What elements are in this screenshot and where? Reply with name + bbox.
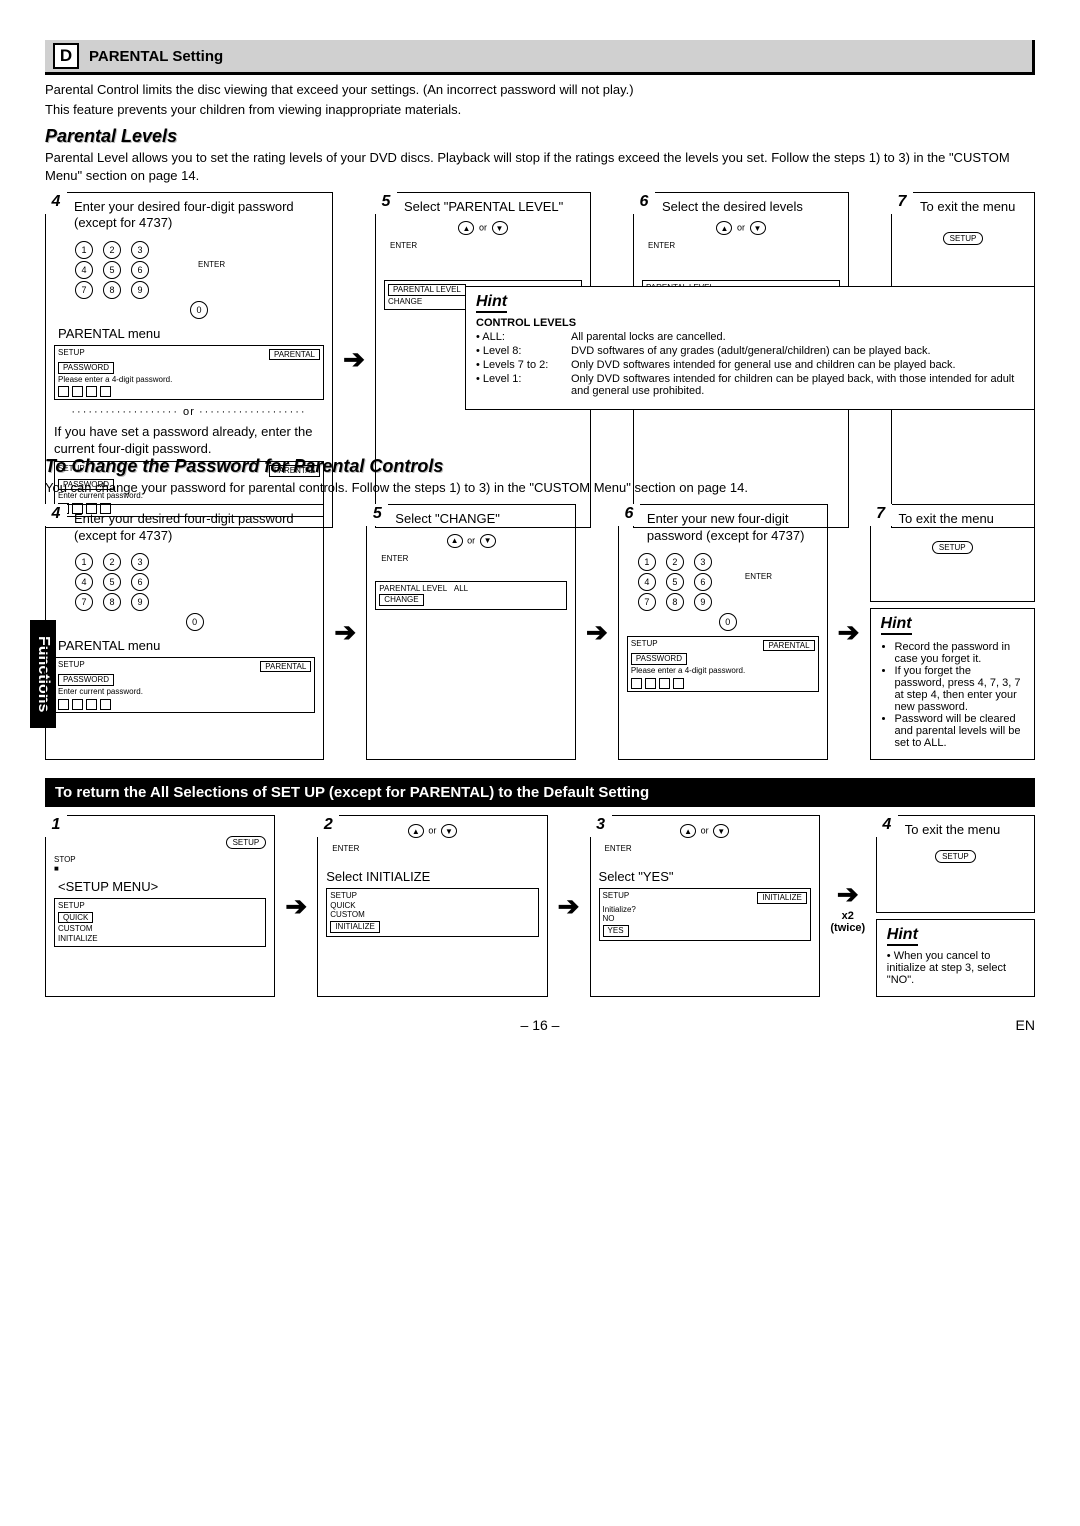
- hint-box-2: Hint Record the password in case you for…: [870, 608, 1035, 760]
- parental-menu-label: PARENTAL menu: [58, 326, 324, 341]
- parental-menu-screen: SETUPPARENTAL PASSWORD Please enter a 4-…: [54, 345, 324, 401]
- arrow-icon: ➔: [339, 192, 369, 528]
- keypad: 123 456ENTER 789 0: [74, 240, 324, 320]
- step-num: 6: [640, 193, 649, 210]
- arrow-icon: ➔: [281, 815, 311, 997]
- parental-levels-heading: Parental Levels: [45, 126, 1035, 147]
- control-levels-title: CONTROL LEVELS: [476, 317, 1024, 329]
- hint-box-1: Hint CONTROL LEVELS • ALL:All parental l…: [465, 286, 1035, 410]
- hint-box-3: Hint • When you cancel to initialize at …: [876, 919, 1035, 997]
- step-num: 7: [898, 193, 907, 210]
- control-levels-list: • ALL:All parental locks are cancelled. …: [476, 331, 1024, 397]
- section-letter: D: [53, 43, 79, 69]
- step-text: To exit the menu: [920, 199, 1026, 215]
- arrow-icon: ➔ x2 (twice): [826, 815, 870, 997]
- step-num: 4: [52, 193, 61, 210]
- step-4-box: 4 To exit the menu SETUP: [876, 815, 1035, 913]
- arrow-icon: ➔: [834, 504, 864, 760]
- step-6-box: 6 Enter your new four-digit password (ex…: [618, 504, 828, 760]
- arrow-icon: ➔: [330, 504, 360, 760]
- step-5-box: 5 Select "CHANGE" ▲ or ▼ ENTER PARENTAL …: [366, 504, 576, 760]
- step-1-box: 1 SETUP STOP■ <SETUP MENU> SETUP QUICK C…: [45, 815, 275, 997]
- page-lang: EN: [1016, 1017, 1035, 1033]
- step-text: Select "PARENTAL LEVEL": [404, 199, 582, 215]
- intro-line-2: This feature prevents your children from…: [45, 101, 1035, 119]
- section-header: D PARENTAL Setting: [45, 40, 1035, 75]
- arrow-icon: ➔: [582, 504, 612, 760]
- or-separator: or: [54, 406, 324, 418]
- alt-text: If you have set a password already, ente…: [54, 424, 324, 457]
- hint-title: Hint: [476, 293, 507, 313]
- steps-row-3: 1 SETUP STOP■ <SETUP MENU> SETUP QUICK C…: [45, 815, 1035, 997]
- intro-line-1: Parental Control limits the disc viewing…: [45, 81, 1035, 99]
- step-text: Enter your desired four-digit password (…: [74, 199, 324, 232]
- step-num: 5: [382, 193, 391, 210]
- parental-levels-body: Parental Level allows you to set the rat…: [45, 149, 1035, 184]
- steps-row-2: 4 Enter your desired four-digit password…: [45, 504, 1035, 760]
- default-setting-bar: To return the All Selections of SET UP (…: [45, 778, 1035, 807]
- section-title: PARENTAL Setting: [89, 48, 223, 65]
- step-3-box: 3 ▲ or ▼ ENTER Select "YES" SETUPINITIAL…: [590, 815, 820, 997]
- step-4-box: 4 Enter your desired four-digit password…: [45, 504, 324, 760]
- arrow-icon: ➔: [554, 815, 584, 997]
- setup-button: SETUP: [943, 232, 984, 245]
- step-text: Select the desired levels: [662, 199, 840, 215]
- page-number: – 16 –: [521, 1017, 560, 1033]
- step-2-box: 2 ▲ or ▼ ENTER Select INITIALIZE SETUP Q…: [317, 815, 547, 997]
- step-7-box: 7 To exit the menu SETUP: [870, 504, 1035, 602]
- step-4-box: 4 Enter your desired four-digit password…: [45, 192, 333, 528]
- page-footer: – 16 – EN: [45, 1017, 1035, 1033]
